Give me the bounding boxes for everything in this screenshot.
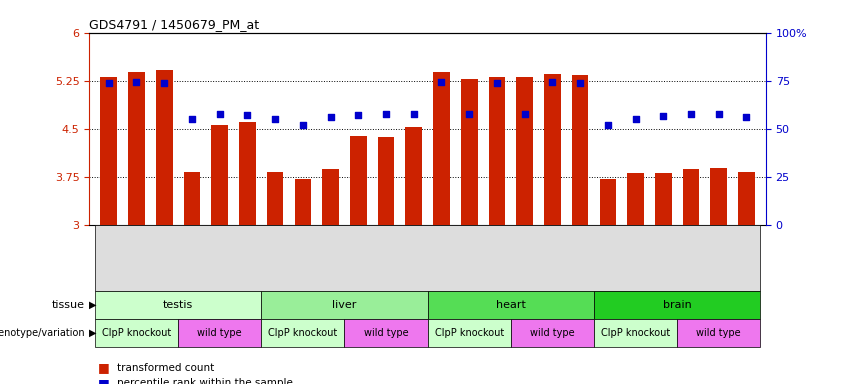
Point bbox=[268, 116, 282, 122]
Point bbox=[462, 111, 476, 117]
Bar bbox=[405, 127, 422, 225]
Bar bbox=[461, 79, 477, 225]
Point bbox=[351, 111, 365, 118]
Point bbox=[186, 116, 199, 122]
Bar bbox=[517, 77, 533, 225]
Text: wild type: wild type bbox=[696, 328, 741, 338]
Text: percentile rank within the sample: percentile rank within the sample bbox=[117, 378, 293, 384]
Text: ▶: ▶ bbox=[89, 328, 97, 338]
Bar bbox=[129, 72, 145, 225]
Point bbox=[545, 79, 559, 85]
Bar bbox=[433, 72, 450, 225]
Bar bbox=[211, 126, 228, 225]
Point bbox=[435, 79, 448, 85]
Point bbox=[574, 79, 587, 86]
Point bbox=[601, 122, 614, 129]
Text: genotype/variation: genotype/variation bbox=[0, 328, 85, 338]
Text: testis: testis bbox=[163, 300, 193, 310]
Point bbox=[380, 111, 393, 117]
Text: wild type: wild type bbox=[363, 328, 408, 338]
Bar bbox=[627, 174, 644, 225]
Bar bbox=[683, 169, 700, 225]
Text: heart: heart bbox=[496, 300, 526, 310]
Point bbox=[129, 79, 143, 85]
Text: tissue: tissue bbox=[52, 300, 85, 310]
Point bbox=[656, 113, 670, 119]
Bar bbox=[156, 70, 173, 225]
Point bbox=[323, 114, 337, 120]
Point bbox=[518, 111, 532, 117]
Point bbox=[296, 122, 310, 129]
Bar bbox=[239, 122, 255, 225]
Text: ClpP knockout: ClpP knockout bbox=[102, 328, 171, 338]
Text: ■: ■ bbox=[98, 361, 110, 374]
Point bbox=[102, 79, 116, 86]
Bar bbox=[323, 169, 339, 225]
Text: transformed count: transformed count bbox=[117, 363, 214, 373]
Text: ClpP knockout: ClpP knockout bbox=[601, 328, 671, 338]
Bar bbox=[184, 172, 200, 225]
Text: wild type: wild type bbox=[197, 328, 242, 338]
Text: ClpP knockout: ClpP knockout bbox=[268, 328, 338, 338]
Text: brain: brain bbox=[663, 300, 692, 310]
Text: ■: ■ bbox=[98, 377, 110, 384]
Bar bbox=[488, 78, 505, 225]
Point bbox=[213, 111, 226, 117]
Bar bbox=[544, 74, 561, 225]
Text: ▶: ▶ bbox=[89, 300, 97, 310]
Point bbox=[157, 79, 171, 86]
Text: GDS4791 / 1450679_PM_at: GDS4791 / 1450679_PM_at bbox=[89, 18, 260, 31]
Text: ClpP knockout: ClpP knockout bbox=[435, 328, 504, 338]
Point bbox=[740, 114, 753, 120]
Bar bbox=[711, 168, 727, 225]
Bar bbox=[378, 137, 394, 225]
Point bbox=[712, 111, 726, 117]
Bar bbox=[572, 75, 588, 225]
Point bbox=[490, 79, 504, 86]
Bar bbox=[600, 179, 616, 225]
Text: wild type: wild type bbox=[530, 328, 574, 338]
Point bbox=[629, 116, 643, 122]
Bar bbox=[738, 172, 755, 225]
Bar bbox=[350, 136, 367, 225]
Text: liver: liver bbox=[332, 300, 357, 310]
Point bbox=[407, 111, 420, 117]
Point bbox=[684, 111, 698, 117]
Point bbox=[241, 111, 254, 118]
Bar bbox=[100, 78, 117, 225]
Bar bbox=[655, 174, 671, 225]
Bar bbox=[267, 172, 283, 225]
Bar bbox=[294, 179, 311, 225]
